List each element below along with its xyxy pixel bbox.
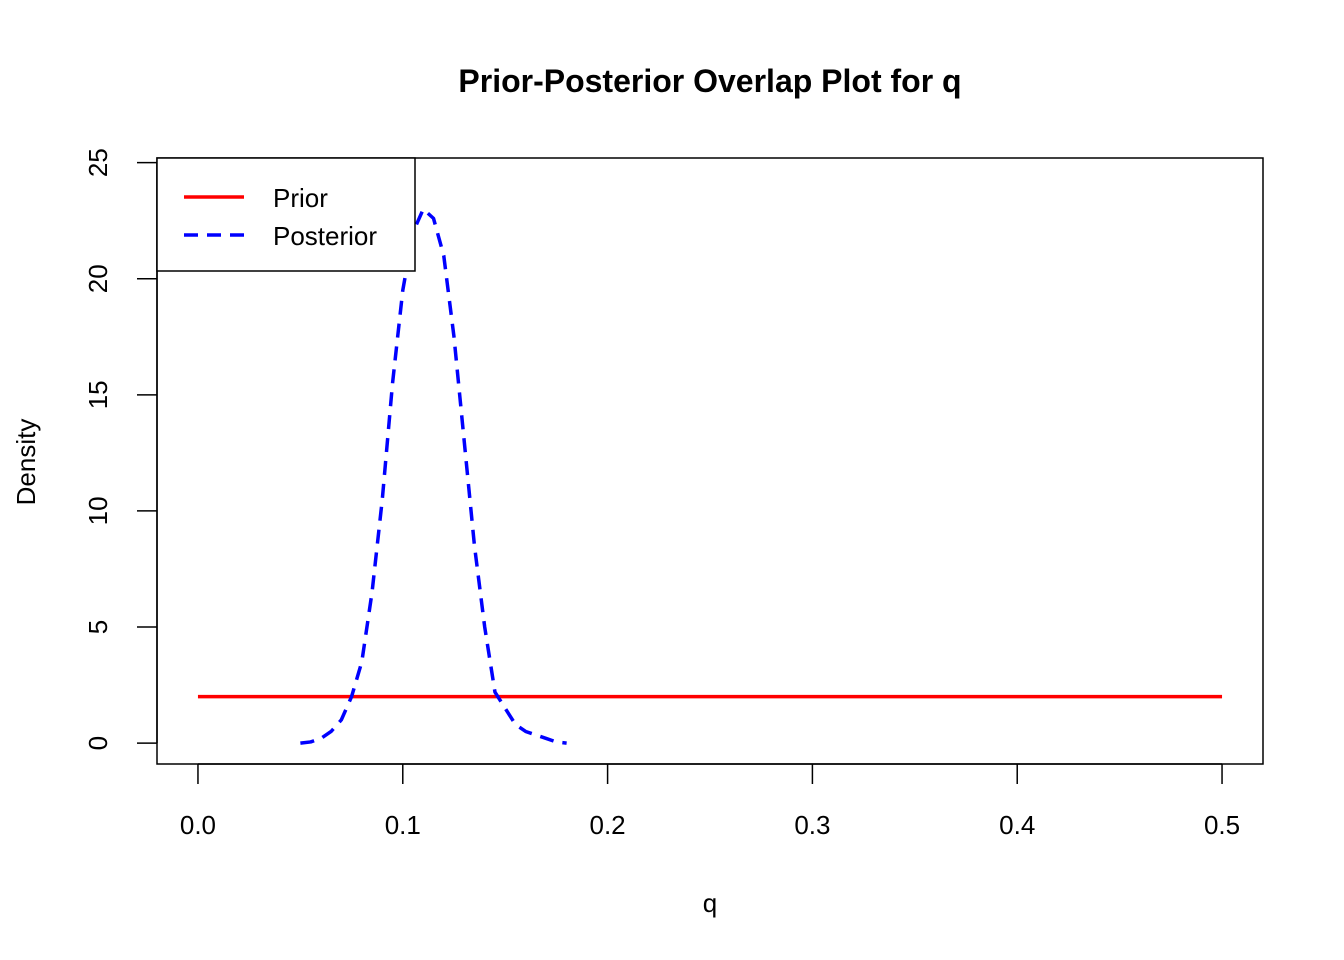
series-layer <box>197 207 1223 745</box>
y-tick-label: 15 <box>83 380 113 409</box>
x-tick-label: 0.4 <box>999 810 1035 840</box>
y-tick-label: 0 <box>83 736 113 750</box>
y-tick-label: 25 <box>83 148 113 177</box>
x-axis-label: q <box>703 888 717 918</box>
y-axis: 0 5 10 15 20 25 <box>83 148 158 750</box>
legend: Prior Posterior <box>156 157 416 272</box>
y-tick-label: 10 <box>83 496 113 525</box>
x-tick-label: 0.0 <box>180 810 216 840</box>
legend-box <box>156 157 416 272</box>
x-tick-label: 0.2 <box>590 810 626 840</box>
x-tick-label: 0.3 <box>794 810 830 840</box>
series-line-posterior <box>300 207 567 745</box>
y-axis-label: Density <box>11 419 41 506</box>
legend-posterior-label: Posterior <box>273 221 377 251</box>
y-tick-label: 20 <box>83 264 113 293</box>
x-axis: 0.0 0.1 0.2 0.3 0.4 0.5 <box>180 763 1240 840</box>
x-tick-label: 0.1 <box>385 810 421 840</box>
chart-title: Prior-Posterior Overlap Plot for q <box>458 63 961 99</box>
y-tick-label: 5 <box>83 620 113 634</box>
legend-prior-label: Prior <box>273 183 328 213</box>
x-tick-label: 0.5 <box>1204 810 1240 840</box>
